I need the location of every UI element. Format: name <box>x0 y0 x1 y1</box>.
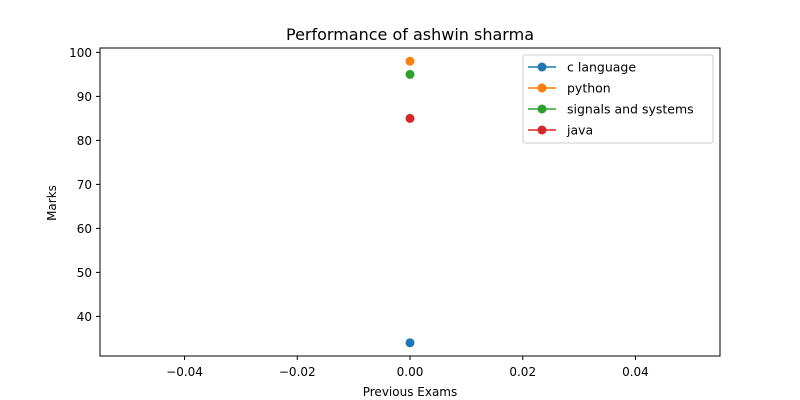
x-tick-label: 0.04 <box>622 365 649 379</box>
x-tick-label: −0.04 <box>166 365 203 379</box>
data-point <box>405 113 415 123</box>
y-axis-label: Marks <box>45 185 59 221</box>
y-tick-label: 100 <box>69 46 92 60</box>
x-tick-label: 0.00 <box>397 365 424 379</box>
legend-box <box>522 54 714 144</box>
legend-marker <box>537 125 547 135</box>
legend-marker <box>537 62 547 72</box>
x-tick-label: 0.02 <box>509 365 536 379</box>
data-point <box>405 338 415 348</box>
legend-label: c language <box>567 60 636 75</box>
y-tick-label: 80 <box>77 134 92 148</box>
y-tick-label: 50 <box>77 266 92 280</box>
legend-marker <box>537 104 547 114</box>
chart-title: Performance of ashwin sharma <box>286 25 534 44</box>
x-axis-label: Previous Exams <box>363 385 458 399</box>
legend-label: java <box>566 123 593 138</box>
y-tick-label: 60 <box>77 222 92 236</box>
data-point <box>405 69 415 79</box>
legend: c language python signals and systems java <box>522 54 714 144</box>
y-tick-label: 40 <box>77 310 92 324</box>
y-tick-label: 90 <box>77 90 92 104</box>
plot-area: −0.04 −0.02 0.00 0.02 0.04 40 50 60 70 80 90 100 <box>69 46 721 379</box>
legend-label: python <box>567 81 611 96</box>
legend-marker <box>537 83 547 93</box>
legend-label: signals and systems <box>567 102 694 117</box>
data-point <box>405 56 415 66</box>
x-tick-label: −0.02 <box>279 365 316 379</box>
y-tick-label: 70 <box>77 178 92 192</box>
